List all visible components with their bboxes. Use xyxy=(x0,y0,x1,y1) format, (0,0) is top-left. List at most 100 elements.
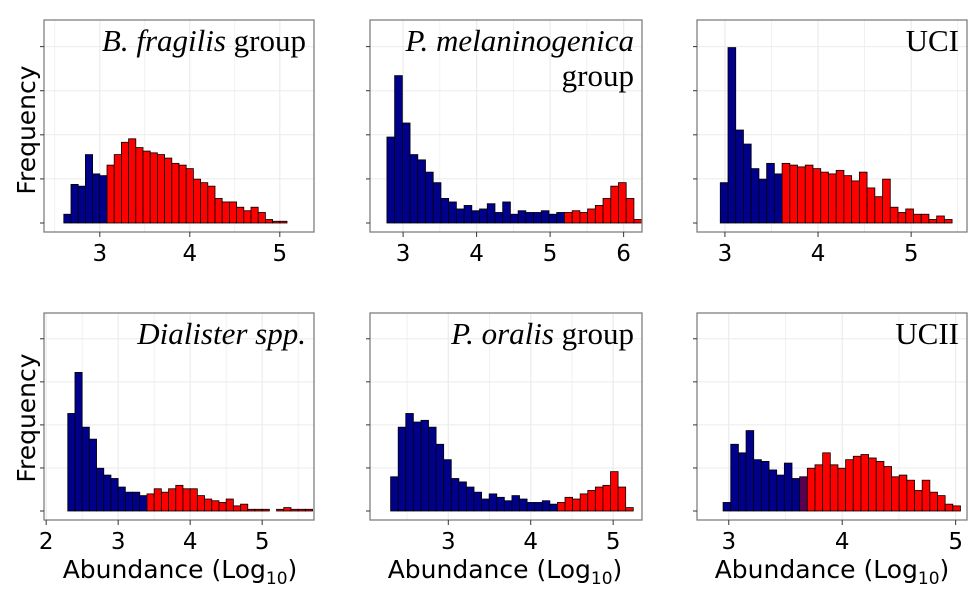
histogram-bar xyxy=(789,164,798,224)
histogram-bar xyxy=(860,454,869,512)
x-tick-label: 3 xyxy=(92,241,107,267)
histogram-bar xyxy=(868,457,877,512)
histogram-bar xyxy=(397,426,407,512)
histogram-bar xyxy=(851,180,860,224)
histogram-bar xyxy=(889,206,899,224)
histogram-bar xyxy=(124,491,133,512)
histogram-bar xyxy=(85,154,94,224)
histogram-bar xyxy=(110,478,119,512)
histogram-bar xyxy=(511,495,520,512)
histogram-bar xyxy=(526,502,536,512)
x-tick-label: 5 xyxy=(543,241,558,267)
histogram-bar xyxy=(70,184,79,224)
histogram-bar xyxy=(283,507,292,512)
histogram-bar xyxy=(264,219,273,224)
histogram-bar xyxy=(279,220,288,224)
histogram-bar xyxy=(196,495,205,512)
x-tick-label: 5 xyxy=(904,241,919,267)
histogram-bar xyxy=(921,479,931,512)
histogram-bar xyxy=(88,438,97,512)
histogram-bar xyxy=(525,212,534,224)
histogram-bar xyxy=(232,505,241,512)
histogram-bar xyxy=(602,198,612,224)
histogram-bar xyxy=(920,213,930,224)
panel-border xyxy=(369,312,643,521)
histogram-bar xyxy=(432,182,442,224)
histogram-bar xyxy=(63,213,72,224)
histogram-bar xyxy=(175,484,184,512)
histogram-bar xyxy=(240,503,249,512)
histogram-bar xyxy=(781,162,791,224)
x-tick-label: 4 xyxy=(835,529,850,555)
histogram-bar xyxy=(943,219,953,224)
panel-border xyxy=(369,19,643,233)
histogram-bar xyxy=(743,143,752,224)
histogram-bar xyxy=(914,490,923,512)
panel-border xyxy=(696,312,968,521)
histogram-bar xyxy=(852,455,862,512)
histogram-bar xyxy=(440,198,450,224)
y-axis-title-bottom: Frequency xyxy=(12,353,41,482)
histogram-bar xyxy=(254,508,263,512)
x-axis-title-middle: Abundance (Log10) xyxy=(388,555,623,589)
histogram-bar xyxy=(610,471,619,512)
histogram-bar xyxy=(625,198,635,224)
histogram-bar xyxy=(753,459,762,512)
x-tick-label: 5 xyxy=(948,529,963,555)
histogram-bar xyxy=(557,502,566,512)
histogram-bar xyxy=(96,467,105,512)
histogram-bar xyxy=(564,212,573,224)
x-tick-label: 3 xyxy=(396,241,411,267)
histogram-bar xyxy=(766,162,775,224)
histogram-bar xyxy=(200,182,209,224)
histogram-bar xyxy=(473,491,483,512)
histogram-bar xyxy=(466,486,475,512)
panel-5: 3 4 5 P. oralis group xyxy=(366,312,643,555)
histogram-bar xyxy=(171,162,180,224)
histogram-bar xyxy=(448,201,457,224)
histogram-bar xyxy=(207,185,216,224)
histogram-bar xyxy=(250,206,259,224)
histogram-bar xyxy=(297,508,306,512)
panel-border xyxy=(43,312,315,521)
histogram-bar xyxy=(587,208,596,224)
histogram-bar xyxy=(929,491,938,512)
x-tick-label: 4 xyxy=(183,529,198,555)
histogram-bar xyxy=(204,498,213,512)
histogram-bar xyxy=(875,460,885,512)
histogram-bar xyxy=(479,208,488,224)
panel-1: 3 4 5 B. fragilis group xyxy=(40,19,315,267)
histogram-bar xyxy=(142,150,151,224)
x-axis-title-right: Abundance (Log10) xyxy=(715,555,950,589)
histogram-bar xyxy=(843,175,853,224)
histogram-bar xyxy=(409,154,419,224)
x-tick-label: 3 xyxy=(721,529,736,555)
x-tick-label: 5 xyxy=(272,241,287,267)
histogram-bar xyxy=(928,219,938,224)
histogram-bar xyxy=(898,474,908,512)
histogram-bar xyxy=(117,486,126,512)
histogram-bar xyxy=(610,185,619,224)
histogram-bar xyxy=(146,493,155,512)
x-tick-label: 4 xyxy=(469,241,484,267)
histogram-bar xyxy=(858,171,868,224)
histogram-bar xyxy=(727,47,737,224)
histogram-bar xyxy=(835,169,845,224)
histogram-bar xyxy=(481,498,490,512)
histogram-bar xyxy=(822,452,831,512)
histogram-bar xyxy=(178,164,187,224)
histogram-bar xyxy=(77,185,86,224)
histogram-bar xyxy=(773,173,783,224)
histogram-bar xyxy=(812,168,822,224)
histogram-bar xyxy=(579,493,589,512)
histogram-bar xyxy=(412,421,422,512)
panel-title: group xyxy=(562,58,634,93)
histogram-bar xyxy=(882,178,891,224)
histogram-bar xyxy=(168,488,177,512)
histogram-bar xyxy=(488,493,498,512)
histogram-bar xyxy=(549,503,558,512)
panel-title: P. oralis group xyxy=(450,316,634,351)
histogram-bar xyxy=(874,196,883,224)
histogram-bar xyxy=(829,464,839,512)
